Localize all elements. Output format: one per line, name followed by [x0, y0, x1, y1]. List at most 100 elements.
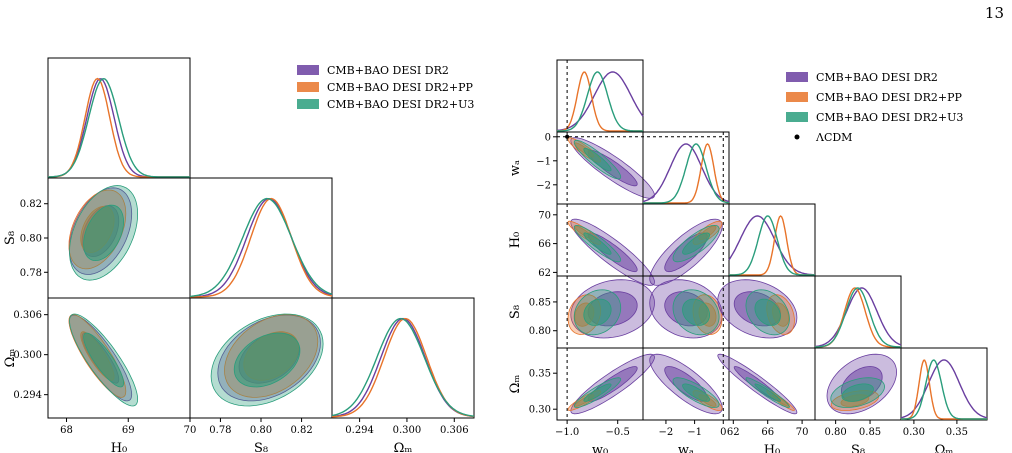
panel-frame [556, 59, 644, 133]
contour-2-1 [754, 298, 781, 326]
x-tick-label: 0.80 [250, 425, 272, 436]
legend-left: CMB+BAO DESI DR2 CMB+BAO DESI DR2+PP CMB+B… [297, 64, 474, 111]
y-tick-label: 0.85 [529, 297, 551, 308]
marginal-curve-0 [556, 71, 644, 132]
x-tick-label: −1.0 [555, 427, 579, 438]
page-number: 13 [984, 4, 1004, 22]
contour-2-1 [83, 332, 125, 388]
x-axis-label: H₀ [764, 443, 781, 453]
marginal-curve-2 [729, 215, 815, 276]
y-tick-label: 0.78 [20, 268, 42, 279]
x-tick-label: 0.294 [345, 425, 374, 436]
y-axis-label: S₈ [3, 231, 18, 245]
y-tick-label: −2 [536, 180, 551, 191]
contour-2-1 [583, 232, 612, 255]
y-axis-label: S₈ [508, 305, 523, 319]
panel-frame [331, 297, 475, 419]
marginal-curve-2 [48, 77, 190, 178]
marginal-curve-0 [190, 198, 333, 298]
legend-swatch [786, 72, 808, 82]
x-axis-label: Ωₘ [394, 441, 413, 453]
marginal-curve-2 [189, 197, 333, 297]
contour-2-1 [233, 332, 301, 388]
panel-1-1-1 [642, 131, 730, 205]
y-axis-label: Ωₘ [508, 375, 523, 394]
legend-label: CMB+BAO DESI DR2 [327, 64, 449, 77]
panel-1-4-0: −1.0 −0.5 w₀ 0.30 0.35 Ωₘ [508, 347, 655, 453]
panel-1-2-2 [728, 203, 816, 277]
y-tick-label: 0.35 [529, 369, 551, 380]
panel-1-3-1 [642, 275, 730, 349]
panel-1-4-2: 62 66 70 H₀ [717, 347, 816, 453]
contour-2-1 [83, 204, 125, 262]
y-tick-label: 0.80 [529, 326, 551, 337]
legend-swatch [786, 112, 808, 122]
y-tick-label: −1 [536, 156, 551, 167]
legend-label: CMB+BAO DESI DR2 [816, 71, 938, 84]
marginal-curve-2 [643, 143, 730, 204]
marginal-curve-2 [901, 359, 987, 420]
x-axis-label: H₀ [111, 441, 128, 453]
marginal-curve-1 [729, 215, 815, 276]
panel-1-4-1: −2 −1 0 wₐ [642, 347, 730, 453]
y-axis-label: Ωₘ [3, 349, 18, 368]
legend-label: CMB+BAO DESI DR2+U3 [327, 98, 474, 111]
contour-2-1 [754, 383, 781, 402]
marginal-curve-1 [47, 77, 190, 178]
y-tick-label: 0.82 [20, 199, 42, 210]
contour-2-1 [682, 232, 711, 255]
marginal-curve-0 [642, 143, 730, 203]
panel-0-1-0: 0.78 0.80 0.82 S₈ [3, 177, 191, 299]
marginal-curve-1 [815, 287, 901, 348]
x-tick-label: −1 [687, 427, 702, 438]
legend-swatch [786, 92, 808, 102]
marginal-curve-1 [190, 197, 333, 298]
y-axis-label: wₐ [508, 160, 523, 176]
panel-1-3-2 [717, 275, 816, 349]
contour-2-1 [583, 147, 612, 172]
x-tick-label: 66 [761, 427, 774, 438]
x-tick-label: 62 [727, 427, 740, 438]
x-tick-label: 68 [60, 425, 73, 436]
panel-frame [728, 347, 816, 421]
marginal-curve-2 [815, 287, 901, 348]
legend-swatch [297, 99, 319, 109]
panel-1-1-0: −2 −1 0 wₐ [508, 131, 655, 205]
panel-0-2-2: 0.294 0.300 0.306 Ωₘ [331, 297, 475, 453]
contour-2-1 [682, 383, 711, 402]
corner-plot-0: 0.78 0.80 0.82 S₈ 68 69 70 H₀ 0.294 0.300 0.306 Ωₘ 0… [3, 57, 475, 453]
x-tick-label: 0.300 [393, 425, 422, 436]
x-tick-label: 69 [122, 425, 135, 436]
y-tick-label: 0.294 [13, 390, 42, 401]
y-tick-label: 66 [538, 239, 551, 250]
legend-label: CMB+BAO DESI DR2+PP [816, 91, 962, 104]
y-tick-label: 0 [545, 132, 551, 143]
x-axis-label: w₀ [592, 443, 608, 453]
y-tick-label: 0.30 [529, 405, 551, 416]
x-tick-label: 0.78 [209, 425, 231, 436]
y-tick-label: 70 [538, 210, 551, 221]
x-axis-label: Ωₘ [935, 443, 954, 453]
marginal-curve-0 [331, 317, 475, 418]
contour-2-1 [583, 383, 612, 402]
legend-label: CMB+BAO DESI DR2+PP [327, 81, 473, 94]
contour-2-1 [841, 383, 874, 402]
x-tick-label: 0.85 [859, 427, 881, 438]
y-tick-label: 62 [538, 268, 551, 279]
x-tick-label: 70 [796, 427, 809, 438]
panel-0-1-1 [189, 177, 333, 299]
y-tick-label: 0.306 [13, 310, 42, 321]
panel-1-3-0: 0.80 0.85 S₈ [508, 275, 655, 349]
x-tick-label: 0.30 [903, 427, 925, 438]
panel-0-2-0: 68 69 70 H₀ 0.294 0.300 0.306 Ωₘ [3, 297, 197, 453]
x-tick-label: −2 [659, 427, 674, 438]
x-tick-label: 70 [184, 425, 197, 436]
y-axis-label: H₀ [508, 232, 523, 249]
legend-swatch [297, 65, 319, 75]
lcdm-point [565, 134, 570, 139]
x-axis-label: S₈ [254, 441, 268, 453]
panel-1-2-1 [642, 203, 730, 286]
x-axis-label: S₈ [851, 443, 865, 453]
legend-label: ΛCDM [815, 131, 852, 144]
